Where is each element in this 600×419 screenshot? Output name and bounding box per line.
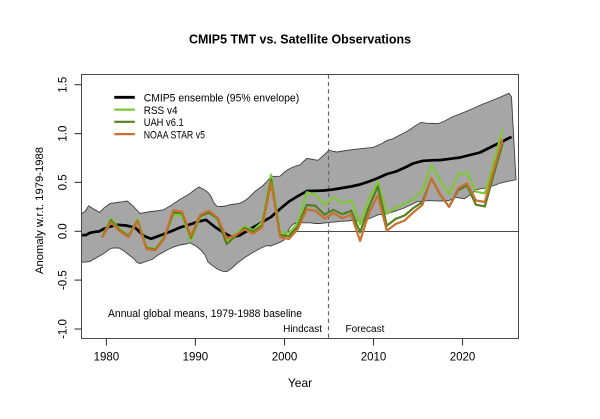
svg-text:1.0: 1.0 <box>58 126 70 142</box>
svg-text:2020: 2020 <box>450 352 476 364</box>
svg-text:2000: 2000 <box>272 352 298 364</box>
svg-text:1.5: 1.5 <box>58 77 70 93</box>
svg-text:CMIP5 ensemble (95% envelope): CMIP5 ensemble (95% envelope) <box>144 93 300 105</box>
svg-text:UAH v6.1: UAH v6.1 <box>144 117 184 129</box>
svg-text:Annual global means, 1979-1988: Annual global means, 1979-1988 baseline <box>108 308 302 320</box>
svg-text:0.0: 0.0 <box>58 223 70 239</box>
svg-text:1980: 1980 <box>94 352 120 364</box>
svg-text:0.5: 0.5 <box>58 174 70 190</box>
svg-text:Anomaly w.r.t. 1979-1988: Anomaly w.r.t. 1979-1988 <box>34 147 46 274</box>
svg-text:2010: 2010 <box>361 352 387 364</box>
svg-text:Year: Year <box>288 376 312 390</box>
svg-text:NOAA STAR v5: NOAA STAR v5 <box>144 129 205 141</box>
svg-text:RSS v4: RSS v4 <box>144 105 178 117</box>
svg-text:1990: 1990 <box>183 352 209 364</box>
svg-text:Forecast: Forecast <box>346 324 385 335</box>
svg-text:Hindcast: Hindcast <box>283 324 322 335</box>
svg-text:-0.5: -0.5 <box>58 270 70 290</box>
svg-text:-1.0: -1.0 <box>58 319 70 339</box>
svg-text:CMIP5 TMT vs. Satellite Observ: CMIP5 TMT vs. Satellite Observations <box>189 33 411 47</box>
